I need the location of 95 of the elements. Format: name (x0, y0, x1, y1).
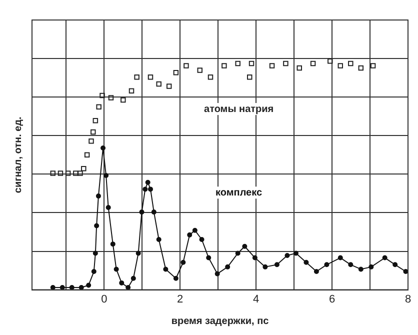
point (252, 255, 258, 260)
point (370, 63, 376, 68)
point (199, 237, 204, 242)
point (50, 285, 56, 290)
point (96, 104, 102, 110)
point (368, 264, 374, 270)
y-axis-title: сигнал, отн. ед. (12, 116, 24, 194)
point (247, 74, 252, 80)
point (187, 232, 192, 238)
text: атомы натрия (204, 104, 274, 115)
point (293, 250, 298, 256)
point (382, 255, 388, 260)
point (324, 262, 330, 268)
point (338, 63, 344, 68)
point (225, 264, 230, 270)
point (403, 269, 408, 274)
point (106, 204, 111, 210)
point (100, 92, 105, 98)
x-axis-title: время задержки, пс (171, 316, 270, 327)
point (173, 276, 178, 281)
x-tick-label: 0 (101, 293, 108, 306)
point (60, 285, 65, 290)
point (358, 266, 364, 272)
point (184, 63, 189, 68)
point (163, 266, 168, 272)
point (84, 152, 90, 158)
point (392, 262, 398, 268)
point (134, 74, 140, 80)
point (242, 244, 248, 249)
point (78, 285, 84, 290)
point (50, 170, 56, 176)
point (235, 250, 240, 256)
point (69, 285, 74, 290)
point (120, 97, 126, 103)
point (94, 223, 100, 228)
point (128, 88, 134, 94)
point (348, 60, 354, 66)
x-tick-label: 8 (404, 293, 412, 306)
point (92, 118, 98, 124)
point (145, 180, 150, 185)
point (126, 285, 131, 290)
point (214, 271, 220, 276)
point (73, 170, 78, 176)
point (114, 266, 119, 272)
point (108, 95, 114, 100)
point (100, 146, 106, 151)
point (235, 60, 240, 66)
point (110, 242, 116, 247)
point (96, 194, 101, 199)
point (136, 250, 141, 256)
point (222, 63, 227, 68)
point (328, 58, 333, 64)
point (338, 255, 343, 260)
point (92, 250, 98, 256)
text: комплекс (216, 187, 262, 198)
point (310, 60, 316, 66)
point (348, 262, 354, 268)
point (78, 170, 83, 176)
point (148, 186, 153, 192)
point (296, 65, 302, 71)
point (65, 170, 71, 176)
point (130, 276, 136, 281)
point (180, 260, 186, 265)
point (206, 255, 212, 260)
point (90, 129, 96, 135)
point (156, 81, 162, 87)
x-tick-label: 2 (177, 293, 184, 306)
point (91, 269, 96, 274)
x-tick-label: 6 (328, 293, 336, 306)
point (88, 138, 94, 144)
point (304, 260, 309, 265)
point (148, 74, 154, 80)
point (166, 84, 172, 89)
point (58, 170, 64, 176)
point (208, 74, 214, 80)
point (248, 60, 254, 66)
point (81, 166, 86, 172)
point (274, 262, 280, 268)
point (283, 60, 288, 66)
point (358, 65, 364, 71)
point (119, 280, 124, 286)
point (197, 68, 202, 73)
point (314, 269, 319, 274)
point (269, 63, 275, 68)
point (156, 237, 162, 242)
point (173, 70, 179, 76)
point (139, 210, 144, 215)
x-tick-label: 4 (253, 293, 260, 306)
point (262, 264, 268, 270)
point (86, 282, 92, 288)
point (284, 253, 290, 258)
point (192, 228, 198, 233)
point (151, 210, 156, 215)
point (104, 172, 109, 178)
point (142, 186, 148, 192)
